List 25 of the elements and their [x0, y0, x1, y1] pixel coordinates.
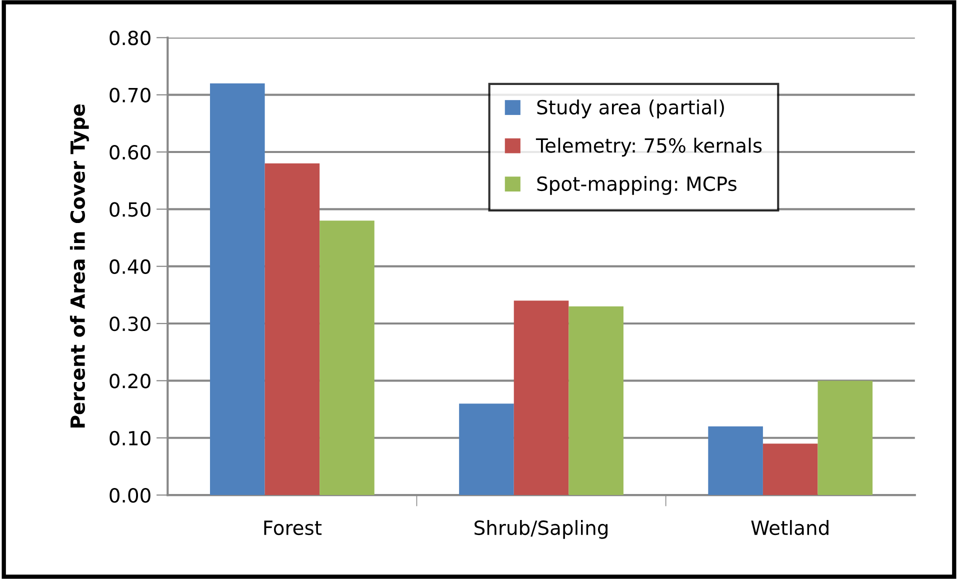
x-tick-label: Forest — [264, 520, 322, 536]
bar — [210, 83, 265, 496]
bar — [264, 163, 320, 496]
y-tick-label: 0.40 — [110, 259, 150, 274]
y-axis-title: Percent of Area in Cover Type — [70, 104, 89, 428]
y-tick-label: 0.00 — [110, 488, 150, 503]
y-tick-label: 0.50 — [110, 202, 150, 217]
y-tick-label: 0.60 — [110, 144, 150, 160]
y-tick-label: 0.80 — [110, 30, 150, 46]
bar — [514, 300, 569, 496]
legend-label: Telemetry: 75% kernals — [536, 138, 762, 157]
legend-label: Spot-mapping: MCPs — [537, 176, 736, 195]
bar — [818, 380, 873, 496]
bar — [320, 220, 374, 496]
bar — [568, 306, 624, 496]
bar — [762, 444, 818, 496]
y-tick-label: 0.20 — [110, 374, 150, 388]
x-tick-label: Shrub/Sapling — [474, 520, 608, 539]
y-tick-label: 0.30 — [110, 316, 150, 332]
y-tick-label: 0.10 — [110, 430, 150, 446]
x-tick-label: Wetland — [751, 520, 828, 536]
y-tick-label: 0.70 — [110, 88, 150, 102]
bar — [459, 404, 514, 496]
legend-label: Study area (partial) — [537, 100, 724, 118]
bar — [708, 426, 763, 496]
